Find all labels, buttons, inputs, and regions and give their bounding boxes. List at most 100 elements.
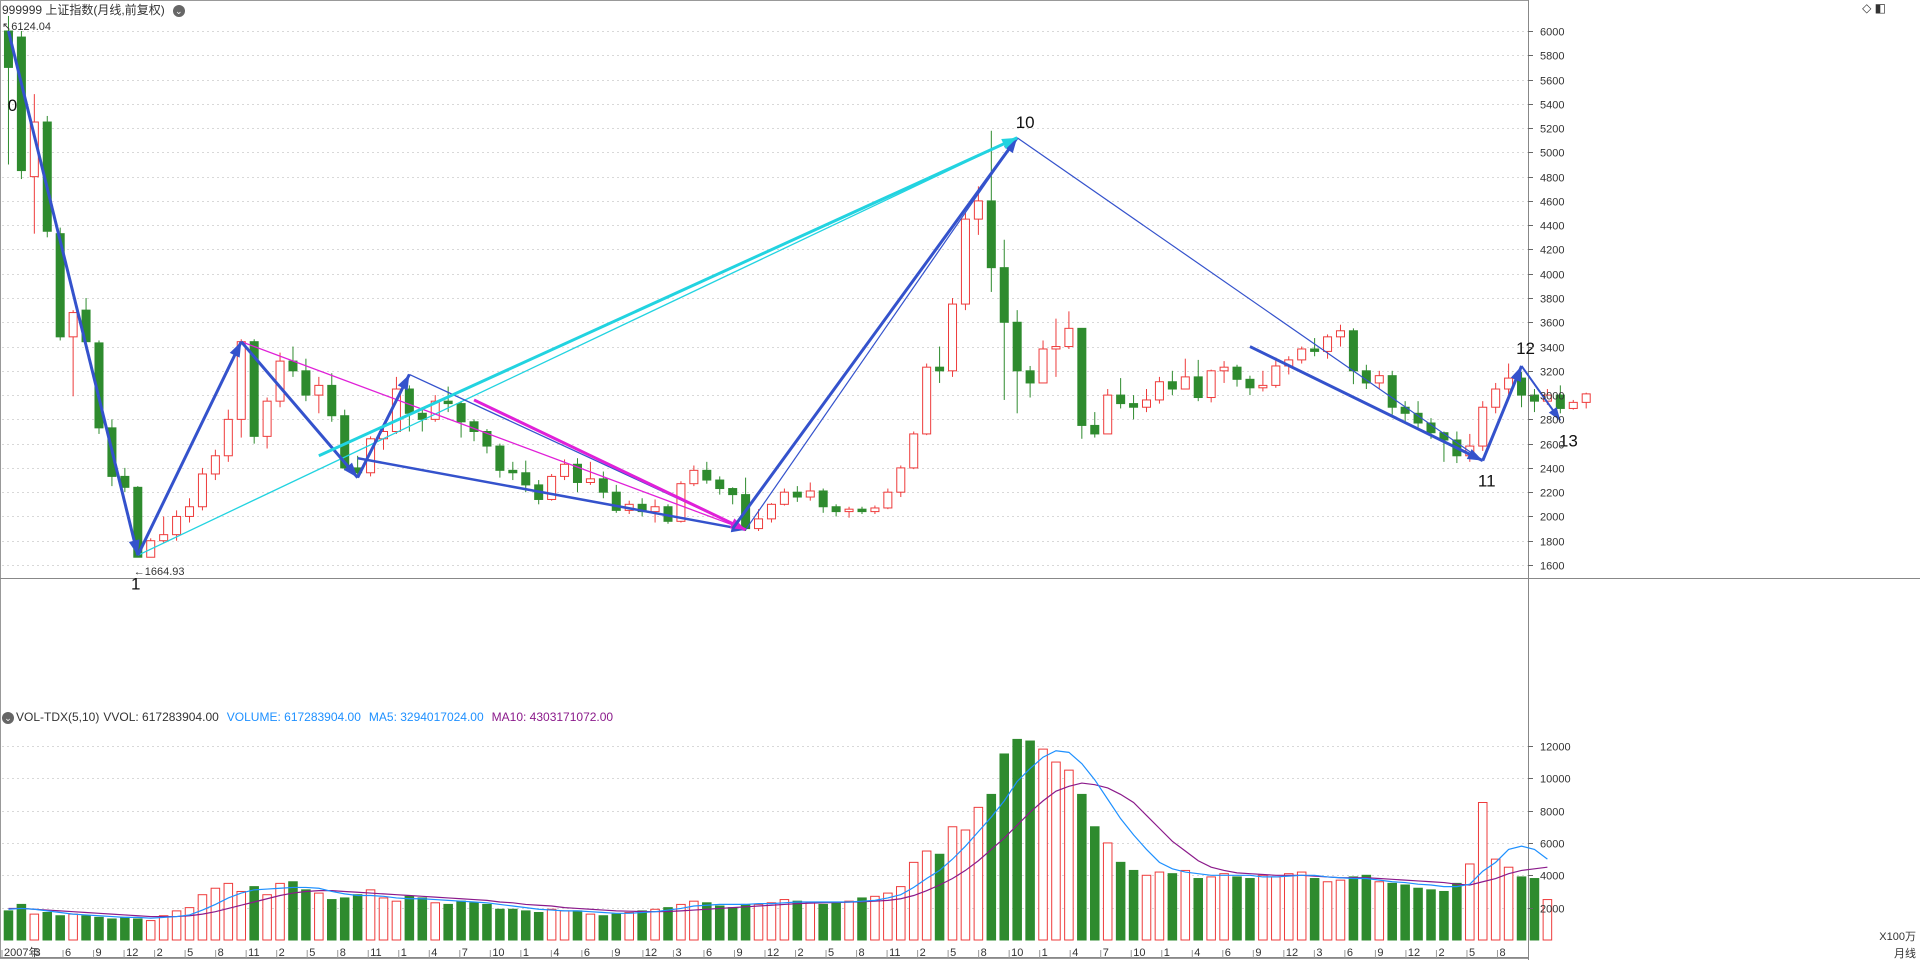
candle-down (1517, 377, 1527, 396)
candle-up (1141, 399, 1152, 408)
candle-down (55, 233, 65, 338)
panel-icon[interactable]: ◧ (1874, 1, 1886, 15)
volume-ma5-line (8, 750, 1548, 919)
wave-arrow-12-13-head (1548, 407, 1561, 421)
volume-bar-up (960, 829, 971, 941)
x-tick-label: 8 (340, 947, 346, 959)
candle-up (159, 534, 169, 542)
x-tick-label: 9 (614, 947, 620, 959)
window-controls: ◇ ◧ (1862, 1, 1886, 15)
candle-down (1193, 376, 1203, 399)
volume-bar-down (818, 903, 828, 941)
wave-arrow-cyan (318, 136, 1018, 458)
x-tick-label: 1 (523, 947, 529, 959)
candle-up (210, 455, 220, 475)
x-tick-label: 2 (279, 947, 285, 959)
candle-up (275, 360, 285, 402)
volume-bar-down (831, 902, 841, 941)
plot-frame (0, 0, 1529, 959)
diamond-icon[interactable]: ◇ (1862, 1, 1872, 15)
volume-bar-up (1374, 881, 1385, 941)
price-tick-label: 3000 (1540, 391, 1564, 403)
x-tick-label: 5 (828, 947, 834, 959)
candle-up (1051, 346, 1061, 350)
candle-up (585, 478, 595, 483)
candle-down (1245, 378, 1255, 389)
vol-ma10: MA10: 4303171072.00 (491, 710, 614, 724)
price-tick-label: 2000 (1540, 512, 1564, 524)
candle-up (922, 366, 932, 435)
candle-down (495, 445, 505, 471)
candle-down (1116, 394, 1126, 405)
volume-bar-down (417, 897, 428, 941)
volume-bar-up (1542, 899, 1553, 941)
volume-bar-up (184, 907, 195, 941)
candle-down (792, 491, 802, 498)
volume-bar-down (1309, 878, 1320, 941)
header-menu-icon[interactable]: ⌄ (172, 5, 185, 17)
candle-down (1025, 370, 1035, 384)
candle-down (611, 491, 621, 511)
x-tick-label: 5 (309, 947, 315, 959)
candle-down (999, 267, 1009, 323)
volume-bar-down (714, 905, 725, 941)
wave-arrow-3-5 (357, 456, 746, 532)
x-tick-label: 10 (1011, 947, 1023, 959)
volume-tick-label: 4000 (1540, 871, 1564, 883)
x-tick-label: 7 (462, 947, 468, 959)
candle-down (935, 366, 945, 372)
volume-bar-down (1348, 876, 1359, 941)
candle-down (1012, 321, 1022, 372)
candle-down (1310, 348, 1320, 352)
volume-bar-up (546, 908, 557, 941)
candle-up (973, 200, 983, 220)
volume-bar-down (986, 793, 997, 941)
volume-bar-up (236, 890, 247, 941)
x-tick-label: 11 (889, 947, 900, 959)
x-tick-label: 1 (1042, 947, 1048, 959)
price-tick-label: 6000 (1540, 27, 1564, 39)
price-tick-label: 3200 (1540, 367, 1564, 379)
wave-blue-thin-3 (745, 137, 1018, 531)
price-tick-label: 2800 (1540, 415, 1564, 427)
x-tick-label: 6 (584, 947, 590, 959)
wave-arrow-0-1-head (128, 539, 140, 556)
candle-down (482, 431, 492, 447)
volume-bar-up (624, 912, 634, 941)
volume-bar-down (999, 753, 1010, 941)
volume-bar-up (1141, 874, 1152, 941)
x-tick-label: 9 (1255, 947, 1261, 959)
volume-bar-down (288, 881, 298, 941)
x-tick-label: 8 (218, 947, 224, 959)
price-tick-label: 5600 (1540, 76, 1564, 88)
x-tick-label: 9 (736, 947, 742, 959)
x-tick-label: 10 (1133, 947, 1145, 959)
candle-up (1568, 401, 1578, 409)
volume-bar-up (171, 910, 182, 941)
wave-label: 12 (1516, 339, 1535, 358)
price-tick-label: 5200 (1540, 124, 1564, 136)
vol-menu-icon[interactable]: ⌄ (2, 712, 14, 724)
volume-bar-down (637, 910, 647, 941)
vol-vvol: VVOL: 617283904.00 (103, 710, 219, 724)
volume-bar-down (1025, 740, 1035, 941)
x-tick-label: 6 (1225, 947, 1231, 959)
candle-up (766, 503, 776, 520)
candle-down (1077, 327, 1087, 426)
volume-bar-down (301, 889, 311, 941)
x-tick-label: 12 (126, 947, 138, 959)
wave-arrow-2-3-head (343, 462, 358, 478)
candle-up (844, 508, 854, 513)
volume-bar-up (314, 892, 324, 941)
volume-bar-down (1516, 876, 1527, 941)
candle-up (1374, 375, 1384, 384)
volume-bar-down (94, 916, 104, 941)
volume-bar-up (1051, 761, 1061, 941)
candle-up (960, 218, 970, 305)
volume-header: ⌄ VOL-TDX(5,10) VVOL: 617283904.00 VOLUME: … (2, 710, 621, 724)
volume-bar-down (1193, 878, 1203, 941)
x-tick-label: 12 (645, 947, 657, 959)
period-label: 月线 (1894, 948, 1916, 960)
